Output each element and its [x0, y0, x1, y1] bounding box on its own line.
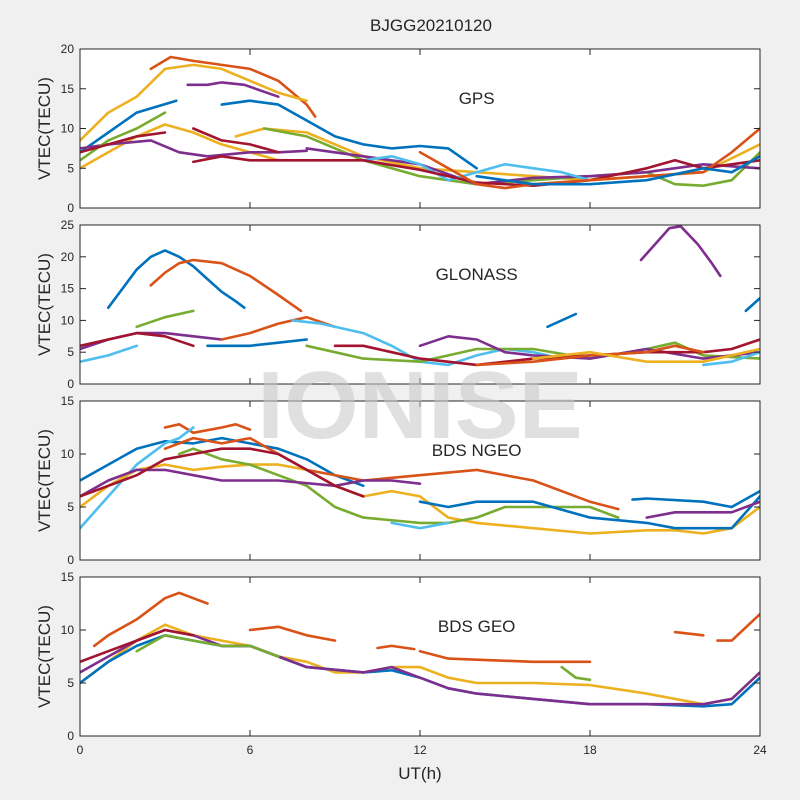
series-line-6 [80, 468, 422, 498]
y-tick-label: 5 [67, 161, 74, 175]
series-line-3 [418, 649, 592, 664]
series-line-4 [673, 630, 705, 637]
y-tick-label: 25 [61, 218, 75, 232]
y-tick-label: 0 [67, 553, 74, 567]
series-line-1 [80, 63, 308, 142]
y-tick-label: 15 [61, 570, 75, 584]
series-line-3 [80, 123, 280, 170]
series-line-16 [744, 296, 760, 313]
series-line-9 [631, 489, 760, 509]
x-tick-label: 12 [413, 743, 427, 757]
panel-3: 0 5 10 15 0 6 12 18 24 VTEC(TECU) BDS GEO [35, 570, 767, 757]
series-line-2 [80, 99, 178, 154]
series-line-14 [192, 155, 760, 187]
series-line-12 [305, 147, 760, 186]
panel-title: GLONASS [436, 265, 518, 284]
series-line-5 [177, 447, 620, 525]
y-axis-label: VTEC(TECU) [35, 253, 54, 356]
y-tick-label: 20 [61, 42, 75, 56]
y-tick-label: 5 [67, 500, 74, 514]
series-line-10 [305, 341, 760, 363]
panel-2: 0 5 10 15 VTEC(TECU) BDS NGEO [35, 394, 761, 567]
series-line-11 [390, 521, 450, 530]
series-line-6 [80, 131, 167, 154]
series-line-15 [418, 127, 760, 190]
series-line-2 [639, 225, 722, 278]
y-tick-label: 5 [67, 345, 74, 359]
series-line-3 [80, 426, 195, 530]
y-tick-label: 15 [61, 282, 75, 296]
series-line-7 [186, 81, 280, 98]
series-line-9 [291, 319, 563, 367]
panel-1: 0 5 10 15 20 25 VTEC(TECU) GLONASS [35, 218, 761, 391]
panel-title: BDS NGEO [432, 441, 522, 460]
series-group [80, 225, 760, 367]
series-line-14 [532, 347, 760, 363]
watermark: IONISE [257, 352, 582, 459]
series-line-16 [475, 155, 760, 186]
series-line-7 [80, 447, 365, 498]
y-tick-label: 5 [67, 676, 74, 690]
series-line-11 [418, 335, 760, 360]
y-tick-label: 0 [67, 729, 74, 743]
y-tick-label: 15 [61, 394, 75, 408]
x-tick-label: 18 [583, 743, 597, 757]
y-tick-label: 10 [61, 623, 75, 637]
series-group [80, 55, 760, 190]
series-line-2 [376, 644, 416, 651]
panels-group: 0 5 10 15 20 VTEC(TECU) GPS 0 5 10 15 20 25 VTEC(TECU… [35, 42, 767, 757]
y-tick-label: 20 [61, 250, 75, 264]
series-line-5 [80, 111, 167, 162]
y-axis-label: VTEC(TECU) [35, 77, 54, 180]
panel-0: 0 5 10 15 20 VTEC(TECU) GPS [35, 42, 761, 215]
series-group [80, 591, 760, 708]
series-line-10 [560, 665, 592, 682]
series-line-5 [80, 344, 138, 363]
series-line-13 [475, 344, 705, 367]
series-line-8 [220, 315, 337, 341]
panel-title: BDS GEO [438, 617, 515, 636]
y-tick-label: 15 [61, 82, 75, 96]
series-line-11 [80, 628, 195, 664]
y-axis-label: VTEC(TECU) [35, 429, 54, 532]
x-tick-label: 24 [753, 743, 767, 757]
y-tick-label: 0 [67, 377, 74, 391]
series-group [80, 423, 760, 535]
series-line-9 [135, 634, 280, 658]
series-line-17 [702, 350, 760, 367]
series-line-10 [645, 500, 760, 519]
series-line-0 [92, 591, 209, 648]
series-line-8 [220, 99, 478, 170]
series-line-0 [107, 249, 246, 309]
x-axis-label: UT(h) [398, 764, 441, 783]
x-tick-label: 6 [247, 743, 254, 757]
series-line-4 [80, 463, 760, 535]
series-line-0 [163, 423, 252, 435]
series-line-15 [546, 312, 578, 329]
series-line-2 [163, 436, 620, 511]
series-line-8 [418, 495, 760, 530]
series-line-7 [206, 338, 308, 348]
series-line-1 [149, 258, 303, 313]
y-tick-label: 10 [61, 447, 75, 461]
y-tick-label: 0 [67, 201, 74, 215]
series-line-1 [80, 436, 365, 488]
y-tick-label: 10 [61, 313, 75, 327]
panel-title: GPS [459, 89, 495, 108]
y-axis-label: VTEC(TECU) [35, 605, 54, 708]
series-line-9 [192, 127, 280, 154]
figure-title: BJGG20210120 [370, 16, 492, 35]
series-line-6 [80, 331, 195, 348]
x-tick-label: 0 [77, 743, 84, 757]
series-line-4 [135, 309, 195, 329]
series-line-5 [716, 612, 760, 642]
series-line-1 [248, 625, 337, 642]
series-line-13 [362, 155, 592, 182]
plot-area [80, 577, 760, 736]
y-tick-label: 10 [61, 122, 75, 136]
